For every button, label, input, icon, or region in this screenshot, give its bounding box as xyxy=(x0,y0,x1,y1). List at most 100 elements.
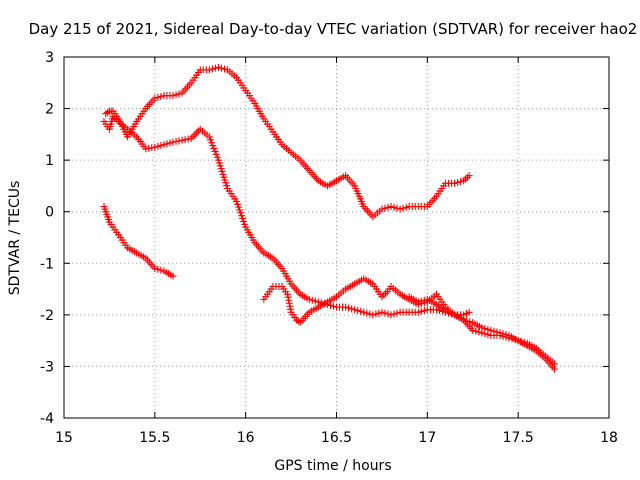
y-tick-label: 0 xyxy=(45,205,54,221)
data-point-track-a xyxy=(363,309,371,317)
tick-labels: 15 15.5 16 16.5 17 17.5 18 -4 -3 -2 -1 0 1 2 3 xyxy=(40,50,618,446)
data-point-track-b xyxy=(211,64,219,72)
data-point-track-a xyxy=(166,139,174,147)
data-point-track-d xyxy=(286,302,294,310)
data-point-track-b xyxy=(402,203,410,211)
data-point-track-b xyxy=(217,64,225,72)
data-point-track-a xyxy=(206,136,214,144)
data-point-track-a xyxy=(390,310,398,318)
data-point-track-e xyxy=(481,325,489,333)
x-axis-label: GPS time / hours xyxy=(274,458,391,474)
data-point-track-a xyxy=(210,145,218,153)
data-point-track-a xyxy=(191,131,199,139)
chart-title: Day 215 of 2021, Sidereal Day-to-day VTE… xyxy=(29,20,638,38)
data-point-track-a xyxy=(205,133,213,141)
data-point-track-a xyxy=(213,153,221,161)
data-point-track-b xyxy=(172,91,180,99)
data-point-track-a xyxy=(151,143,159,151)
data-point-track-d xyxy=(380,291,388,299)
x-tick-label: 16.5 xyxy=(321,430,352,446)
data-point-track-d xyxy=(285,296,293,304)
data-point-track-a xyxy=(435,307,443,315)
data-point-track-b xyxy=(205,66,213,74)
plot-frame xyxy=(63,56,610,419)
data-point-track-a xyxy=(175,137,183,145)
data-point-track-b xyxy=(104,108,112,116)
x-tick-label: 18 xyxy=(600,430,618,446)
y-tick-label: -1 xyxy=(40,256,54,272)
data-point-track-b xyxy=(154,93,162,101)
data-point-track-b xyxy=(387,203,395,211)
data-point-track-a xyxy=(160,141,168,149)
x-tick-label: 15 xyxy=(55,430,73,446)
data-point-track-a xyxy=(311,297,319,305)
data-point-track-a xyxy=(178,136,186,144)
data-point-track-c xyxy=(169,272,177,280)
data-point-track-b xyxy=(378,205,386,213)
data-point-track-b xyxy=(399,204,407,212)
data-point-track-a xyxy=(393,309,401,317)
y-tick-label: 3 xyxy=(45,50,54,66)
data-point-track-a xyxy=(354,307,362,315)
data-point-track-d xyxy=(382,289,390,297)
data-point-track-b xyxy=(457,178,465,186)
data-point-track-b xyxy=(393,204,401,212)
data-point-track-a xyxy=(187,134,195,142)
data-point-track-d xyxy=(283,290,291,298)
data-point-track-a xyxy=(308,296,316,304)
data-point-track-e xyxy=(466,318,474,326)
data-point-track-b xyxy=(384,203,392,211)
data-point-track-a xyxy=(329,302,337,310)
data-point-track-a xyxy=(305,295,313,303)
data-point-track-b xyxy=(220,65,228,73)
data-point-track-d xyxy=(475,328,483,336)
x-tick-label: 16 xyxy=(237,430,255,446)
data-point-track-a xyxy=(420,307,428,315)
data-point-track-e xyxy=(463,317,471,325)
y-axis-label: SDTVAR / TECUs xyxy=(7,181,23,296)
data-point-track-a xyxy=(387,311,395,319)
data-point-track-e xyxy=(490,327,498,335)
data-point-track-a xyxy=(157,142,165,150)
data-point-track-d xyxy=(469,326,477,334)
data-point-track-a xyxy=(414,308,422,316)
data-point-track-e xyxy=(484,325,492,333)
data-point-track-d xyxy=(285,299,293,307)
data-point-track-e xyxy=(487,326,495,334)
data-point-track-b xyxy=(214,63,222,71)
data-point-track-a xyxy=(378,308,386,316)
y-tick-label: 1 xyxy=(45,153,54,169)
data-point-track-b xyxy=(169,92,177,100)
data-point-track-b xyxy=(151,94,159,102)
data-point-track-b xyxy=(175,90,183,98)
data-point-track-d xyxy=(472,327,480,335)
data-point-track-b xyxy=(381,204,389,212)
data-point-track-e xyxy=(417,297,425,305)
data-point-track-b xyxy=(396,205,404,213)
data-point-track-a xyxy=(208,139,216,147)
data-point-track-e xyxy=(502,331,510,339)
data-point-track-e xyxy=(551,365,558,373)
y-tick-label: -3 xyxy=(40,359,54,375)
data-point-track-a xyxy=(211,147,219,155)
y-tick-label: 2 xyxy=(45,102,54,118)
data-point-track-e xyxy=(414,298,422,306)
data-point-track-a xyxy=(357,307,365,315)
data-point-track-b xyxy=(460,177,468,185)
data-point-track-a xyxy=(181,136,189,144)
grid-lines xyxy=(64,57,609,418)
data-point-track-b xyxy=(465,172,473,180)
y-tick-label: -2 xyxy=(40,308,54,324)
data-point-track-b xyxy=(157,93,165,101)
data-point-track-b xyxy=(463,173,471,181)
data-point-track-a xyxy=(212,150,220,158)
data-point-track-a xyxy=(351,306,359,314)
x-tick-label: 15.5 xyxy=(139,430,170,446)
data-point-track-e xyxy=(499,330,507,338)
data-point-track-a xyxy=(184,135,192,143)
data-point-track-a xyxy=(209,142,217,150)
data-point-track-d xyxy=(286,305,294,313)
data-point-track-a xyxy=(169,138,177,146)
data-point-track-e xyxy=(496,329,504,337)
